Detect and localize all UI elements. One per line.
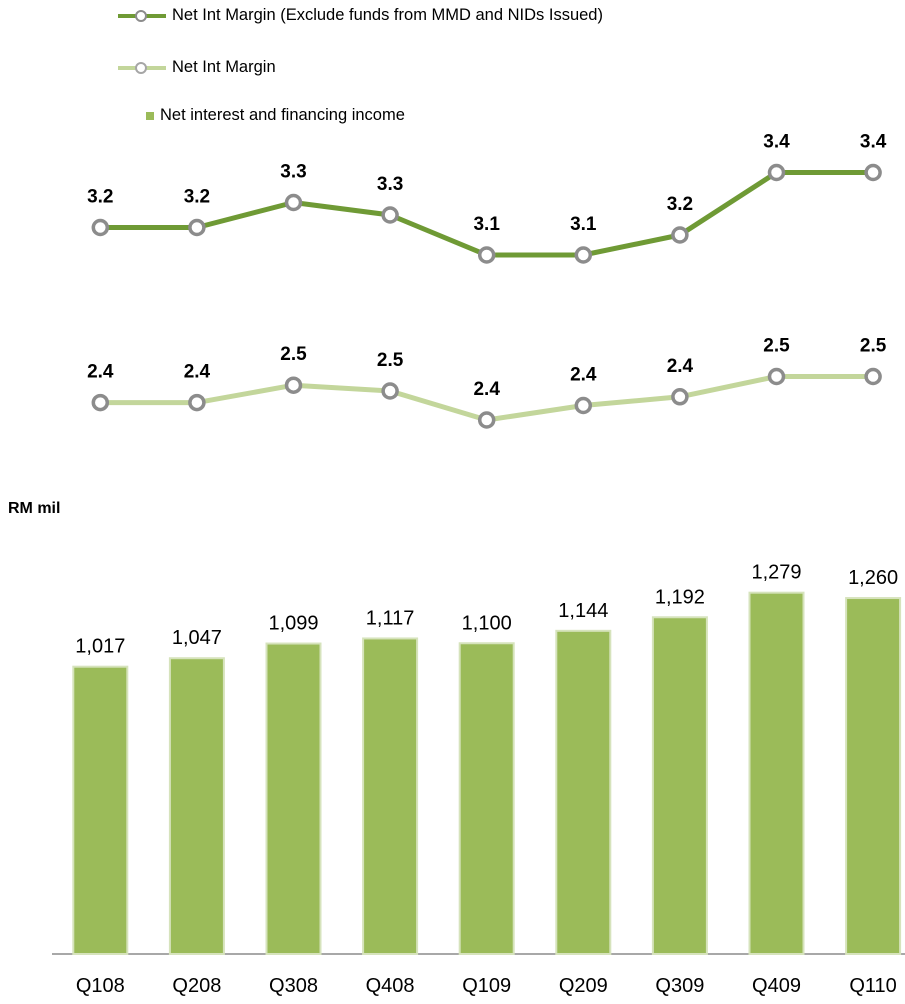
nim-marker bbox=[477, 411, 496, 429]
nim-marker bbox=[864, 367, 882, 386]
bar-value-label: 1,260 bbox=[848, 567, 898, 589]
x-tick-label: Q408 bbox=[366, 975, 415, 997]
nim-value-label: 2.4 bbox=[184, 362, 211, 383]
legend-item-nim: Net Int Margin bbox=[118, 58, 276, 77]
bar bbox=[458, 642, 515, 955]
x-tick-label: Q208 bbox=[172, 975, 221, 997]
nim-excl-marker bbox=[574, 246, 593, 264]
nim-value-label: 2.4 bbox=[570, 365, 597, 386]
x-tick-label: Q409 bbox=[752, 975, 801, 997]
legend-item-nim-excl: Net Int Margin (Exclude funds from MMD a… bbox=[118, 6, 603, 25]
nim-excl-value-label: 3.3 bbox=[377, 174, 403, 195]
bar bbox=[555, 629, 612, 955]
bar bbox=[748, 591, 805, 955]
nim-excl-value-label: 3.3 bbox=[280, 162, 306, 183]
legend-line-marker-icon bbox=[118, 8, 166, 24]
bar-value-label: 1,279 bbox=[751, 562, 801, 584]
bar bbox=[362, 637, 419, 955]
bar-value-label: 1,117 bbox=[366, 607, 415, 629]
nim-excl-marker bbox=[284, 193, 303, 212]
nim-marker bbox=[574, 396, 593, 415]
nim-value-label: 2.4 bbox=[473, 379, 500, 400]
bar-value-label: 1,100 bbox=[462, 612, 512, 634]
nim-excl-value-label: 3.2 bbox=[184, 187, 210, 208]
nim-excl-value-label: 3.1 bbox=[570, 214, 597, 235]
nim-value-label: 2.4 bbox=[667, 356, 694, 377]
nim-marker bbox=[671, 388, 689, 406]
legend-label: Net Int Margin bbox=[172, 58, 276, 76]
x-tick-label: Q110 bbox=[849, 975, 896, 997]
bar bbox=[168, 657, 225, 955]
bar-value-label: 1,047 bbox=[172, 627, 222, 649]
nim-excl-marker bbox=[671, 226, 689, 244]
bar bbox=[651, 616, 708, 955]
bar bbox=[265, 642, 322, 955]
legend-item-income: Net interest and financing income bbox=[118, 106, 405, 125]
nim-excl-marker bbox=[477, 246, 496, 264]
nim-value-label: 2.5 bbox=[377, 350, 404, 371]
nim-marker bbox=[284, 376, 303, 394]
legend-line-marker-icon bbox=[118, 60, 166, 76]
nim-value-label: 2.4 bbox=[87, 362, 114, 383]
nim-value-label: 2.5 bbox=[860, 336, 887, 357]
bar bbox=[72, 665, 129, 955]
nim-excl-value-label: 3.2 bbox=[87, 187, 113, 208]
x-tick-label: Q308 bbox=[269, 975, 318, 997]
nim-excl-value-label: 3.4 bbox=[763, 132, 790, 153]
bar-value-label: 1,144 bbox=[558, 600, 608, 622]
bar-value-label: 1,099 bbox=[268, 613, 318, 635]
nim-value-label: 2.5 bbox=[280, 344, 307, 365]
legend-square-icon bbox=[146, 111, 154, 120]
x-tick-label: Q109 bbox=[462, 975, 511, 997]
bar-value-label: 1,192 bbox=[655, 586, 705, 608]
legend-label: Net interest and financing income bbox=[160, 106, 405, 124]
nim-excl-value-label: 3.2 bbox=[667, 194, 693, 215]
nim-excl-marker bbox=[91, 218, 110, 237]
x-tick-label: Q108 bbox=[76, 975, 125, 997]
nim-excl-marker bbox=[864, 163, 882, 182]
x-tick-label: Q209 bbox=[559, 975, 608, 997]
nim-excl-marker bbox=[188, 218, 206, 237]
nim-marker bbox=[91, 393, 110, 412]
bar-value-label: 1,017 bbox=[75, 636, 125, 658]
nim-excl-value-label: 3.1 bbox=[473, 214, 500, 235]
y-unit-label: RM mil bbox=[8, 500, 61, 517]
nim-value-label: 2.5 bbox=[763, 336, 790, 357]
bar bbox=[845, 597, 902, 955]
nim-excl-marker bbox=[767, 163, 786, 182]
nim-excl-marker bbox=[381, 206, 399, 224]
nim-marker bbox=[767, 367, 786, 386]
legend-label: Net Int Margin (Exclude funds from MMD a… bbox=[172, 6, 603, 24]
nim-marker bbox=[188, 393, 206, 412]
nim-marker bbox=[381, 382, 399, 400]
x-tick-label: Q309 bbox=[655, 975, 704, 997]
nim-excl-value-label: 3.4 bbox=[860, 132, 887, 153]
